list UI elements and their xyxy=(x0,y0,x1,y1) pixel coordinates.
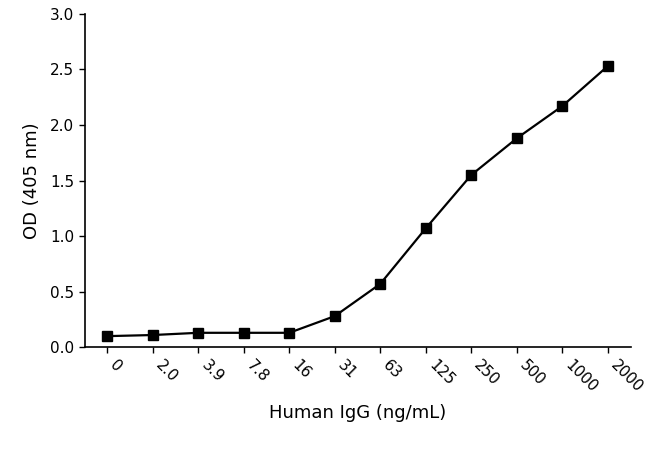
Y-axis label: OD (405 nm): OD (405 nm) xyxy=(23,122,42,239)
X-axis label: Human IgG (ng/mL): Human IgG (ng/mL) xyxy=(269,404,446,422)
